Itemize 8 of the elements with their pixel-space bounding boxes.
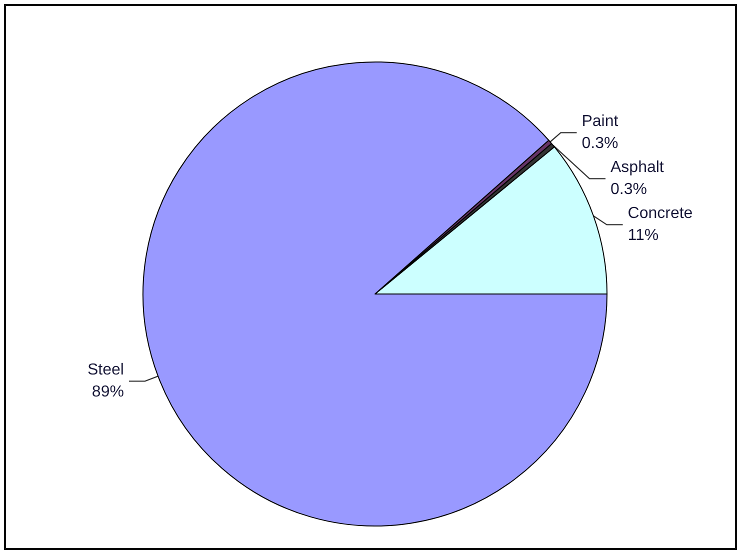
slice-label: Asphalt [610, 159, 664, 176]
slice-label: Steel [87, 362, 124, 379]
data-label: 0.3% [610, 181, 647, 198]
slice-label: Concrete [628, 205, 693, 222]
data-label: 0.3% [582, 135, 618, 152]
data-label: 11% [628, 227, 659, 244]
slice-label: Paint [582, 113, 619, 130]
data-label: 89% [92, 384, 124, 401]
